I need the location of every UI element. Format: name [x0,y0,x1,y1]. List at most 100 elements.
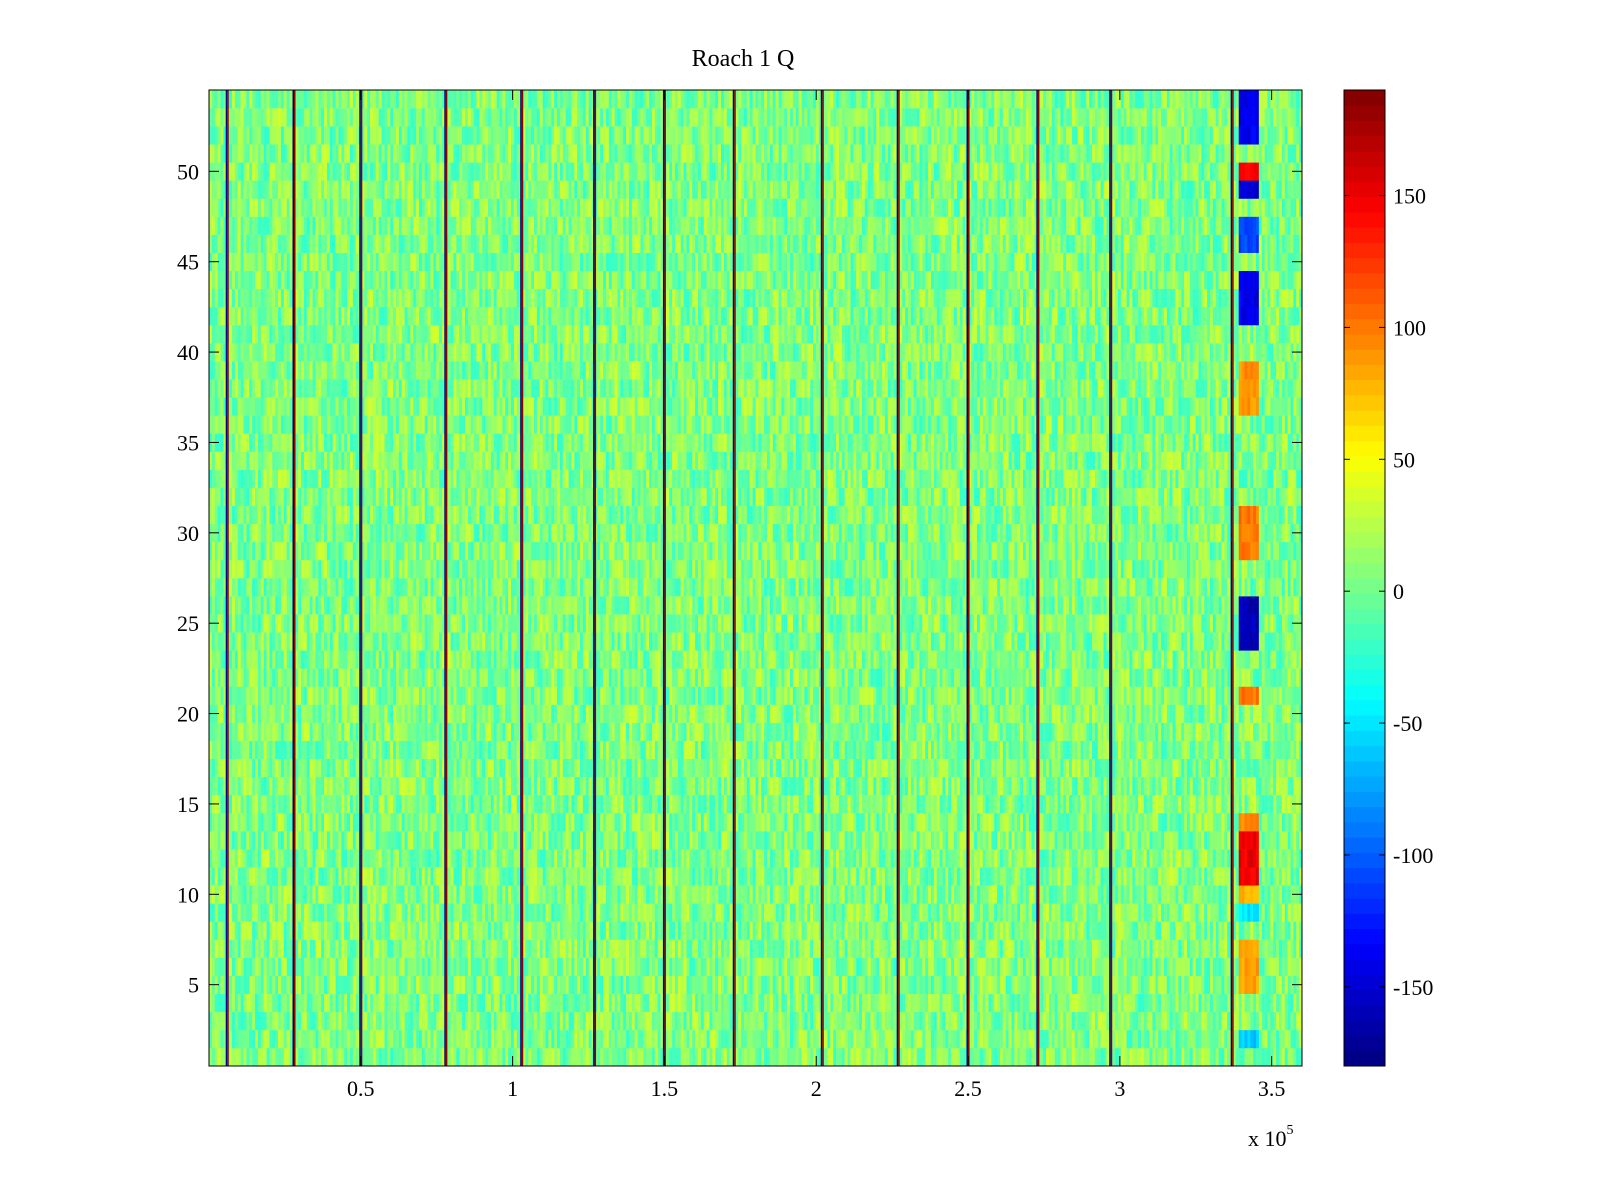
heatmap-cell [781,903,785,922]
heatmap-cell [246,831,250,850]
heatmap-cell [1158,1029,1162,1049]
heatmap-cell [364,867,368,886]
heatmap-cell [1218,831,1222,850]
heatmap-cell [933,939,938,958]
heatmap-cell [321,812,325,832]
heatmap-cell [1123,975,1127,994]
heatmap-cell [464,885,469,904]
heatmap-cell [462,921,466,940]
heatmap-cell [582,921,587,940]
heatmap-cell [1117,975,1122,994]
heatmap-cell [861,1047,866,1067]
heatmap-cell [1163,903,1168,922]
heatmap-cell [1204,831,1208,850]
heatmap-cell [1278,1011,1283,1031]
heatmap-cell [441,885,446,904]
heatmap-cell [1132,867,1136,886]
heatmap-cell [982,1011,986,1031]
heatmap-cell [456,849,460,868]
heatmap-cell [1008,903,1012,922]
heatmap-cell [534,831,538,850]
heatmap-cell [838,849,843,868]
heatmap-cell [634,957,638,976]
heatmap-cell [985,957,989,976]
heatmap-cell [562,849,566,868]
heatmap-cell [703,1011,707,1031]
heatmap-cell [913,939,917,958]
heatmap-cell [1011,921,1015,940]
heatmap-cell [551,867,555,886]
heatmap-cell [919,903,923,922]
heatmap-cell [948,975,952,994]
heatmap-cell [775,867,779,886]
heatmap-cell [1146,975,1150,994]
heatmap-cell [979,831,984,850]
heatmap-cell [321,993,325,1013]
heatmap-cell [1296,957,1300,976]
heatmap-cell [1094,993,1099,1013]
heatmap-cell [1031,885,1035,904]
heatmap-cell [410,867,414,886]
heatmap-cell [683,1029,687,1049]
heatmap-cell [1046,831,1050,850]
heatmap-cell [559,831,564,850]
heatmap-cell [1172,903,1176,922]
heatmap-cell [375,1047,380,1067]
heatmap-cell [712,921,716,940]
heatmap-cell [1071,1011,1076,1031]
heatmap-cell [1132,885,1136,904]
heatmap-cell [1287,1029,1291,1049]
heatmap-cell [355,812,359,832]
heatmap-cell [312,812,316,832]
heatmap-cell [418,993,423,1013]
heatmap-cell [548,1047,552,1067]
heatmap-cell [1270,867,1274,886]
heatmap-cell [827,975,831,994]
heatmap-cell [585,885,589,904]
heatmap-cell [582,849,587,868]
heatmap-cell [709,849,713,868]
heatmap-cell [499,885,503,904]
heatmap-cell [735,867,739,886]
heatmap-cell [611,867,615,886]
heatmap-cell [324,1011,328,1031]
heatmap-cell [577,957,581,976]
heatmap-cell [1025,831,1030,850]
heatmap-cell [603,957,607,976]
heatmap-cell [525,939,529,958]
heatmap-cell [1253,993,1257,1013]
heatmap-cell [309,1047,313,1067]
heatmap-cell [634,831,638,850]
heatmap-cell [243,921,247,940]
heatmap-cell [1253,1029,1257,1049]
heatmap-cell [511,1029,515,1049]
heatmap-cell [1195,1029,1199,1049]
heatmap-cell [994,867,998,886]
heatmap-cell [1002,1011,1007,1031]
heatmap-cell [1126,1029,1130,1049]
heatmap-cell [1186,957,1191,976]
heatmap-cell [508,921,512,940]
heatmap-cell [1284,975,1288,994]
heatmap-cell [295,975,299,994]
heatmap-cell [335,975,339,994]
heatmap-cell [352,975,356,994]
heatmap-cell [315,812,319,832]
heatmap-cell [669,867,673,886]
heatmap-cell [490,1011,495,1031]
heatmap-cell [666,1029,670,1049]
heatmap-cell [925,867,929,886]
heatmap-cell [824,867,828,886]
heatmap-cell [1161,939,1165,958]
heatmap-cell [746,957,751,976]
heatmap-cell [971,831,975,850]
heatmap-cell [890,957,894,976]
heatmap-cell [1250,1011,1254,1031]
heatmap-cell [1074,867,1078,886]
heatmap-cell [565,831,569,850]
heatmap-cell [692,1029,696,1049]
heatmap-cell [246,1047,250,1067]
heatmap-cell [1189,1047,1193,1067]
heatmap-cell [1028,1011,1032,1031]
heatmap-cell [749,903,753,922]
